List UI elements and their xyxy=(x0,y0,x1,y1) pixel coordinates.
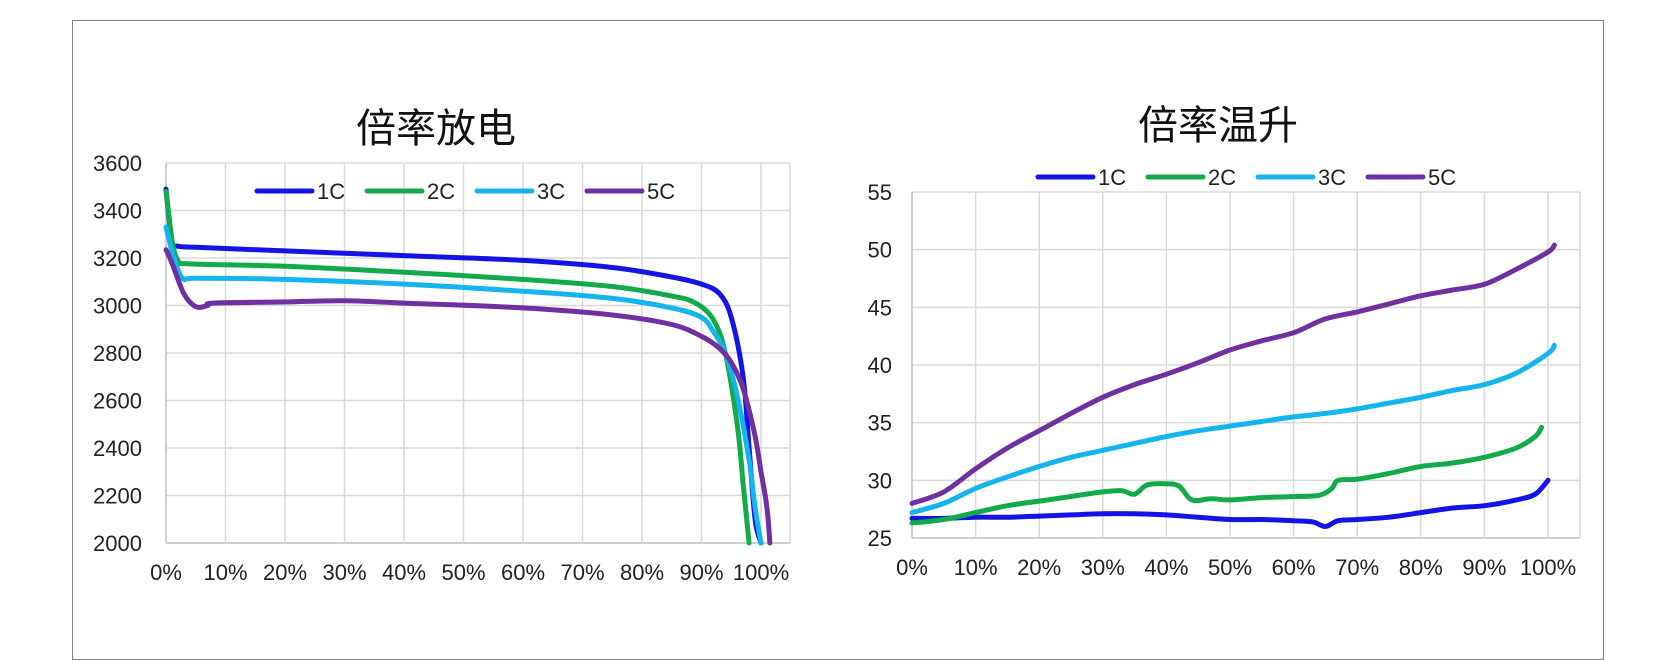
legend-label-2c: 2C xyxy=(427,179,455,204)
temperature-chart: 倍率温升 25 30 35 40 45 50 55 0% 10% 20% 30% 40% 50% 60% 7… xyxy=(868,103,1581,580)
y-tick-label: 2000 xyxy=(93,531,142,556)
y-tick-label: 3600 xyxy=(93,151,142,176)
y-tick-label: 50 xyxy=(868,238,892,263)
series-line-3c xyxy=(163,224,764,546)
y-tick-label: 30 xyxy=(868,468,892,493)
temperature-chart-title: 倍率温升 xyxy=(1138,103,1298,149)
series-line-5c xyxy=(909,242,1557,506)
x-tick-label: 20% xyxy=(263,560,307,585)
x-tick-label: 90% xyxy=(679,560,723,585)
x-tick-label: 10% xyxy=(203,560,247,585)
legend-label-2c: 2C xyxy=(1208,165,1236,190)
y-tick-label: 35 xyxy=(868,411,892,436)
x-tick-label: 60% xyxy=(501,560,545,585)
x-tick-label: 100% xyxy=(733,560,789,585)
y-tick-label: 25 xyxy=(868,526,892,551)
y-tick-label: 3000 xyxy=(93,294,142,319)
x-tick-label: 70% xyxy=(1335,555,1379,580)
x-tick-label: 90% xyxy=(1462,555,1506,580)
legend-label-1c: 1C xyxy=(1098,165,1126,190)
y-tick-label: 3400 xyxy=(93,199,142,224)
x-tick-label: 40% xyxy=(382,560,426,585)
x-tick-label: 60% xyxy=(1272,555,1316,580)
x-tick-label: 20% xyxy=(1017,555,1061,580)
legend-label-1c: 1C xyxy=(317,179,345,204)
y-tick-label: 2800 xyxy=(93,341,142,366)
y-tick-label: 40 xyxy=(868,353,892,378)
series-line-2c xyxy=(163,189,752,546)
x-tick-label: 80% xyxy=(620,560,664,585)
legend-label-5c: 5C xyxy=(647,179,675,204)
x-tick-label: 50% xyxy=(441,560,485,585)
x-tick-label: 50% xyxy=(1208,555,1252,580)
y-tick-label: 3200 xyxy=(93,246,142,271)
legend-label-3c: 3C xyxy=(537,179,565,204)
x-tick-label: 40% xyxy=(1144,555,1188,580)
series-line-1c xyxy=(909,477,1551,529)
y-tick-label: 2400 xyxy=(93,436,142,461)
y-tick-label: 45 xyxy=(868,295,892,320)
x-tick-label: 100% xyxy=(1520,555,1576,580)
x-tick-label: 30% xyxy=(1081,555,1125,580)
x-tick-label: 0% xyxy=(896,555,928,580)
discharge-chart-title: 倍率放电 xyxy=(356,106,516,152)
series-line-2c xyxy=(909,424,1545,526)
series-line-5c xyxy=(163,247,773,546)
y-tick-label: 2200 xyxy=(93,484,142,509)
x-tick-label: 10% xyxy=(954,555,998,580)
y-tick-label: 2600 xyxy=(93,389,142,414)
legend-label-3c: 3C xyxy=(1318,165,1346,190)
charts-canvas: 倍率放电 2000 2200 2400 2600 2800 3000 3200 3400 360… xyxy=(93,103,1581,585)
x-tick-label: 0% xyxy=(150,560,182,585)
discharge-chart: 倍率放电 2000 2200 2400 2600 2800 3000 3200 3400 360… xyxy=(93,106,791,585)
x-tick-label: 70% xyxy=(560,560,604,585)
series-line-3c xyxy=(909,342,1557,516)
legend-label-5c: 5C xyxy=(1428,165,1456,190)
x-tick-label: 30% xyxy=(322,560,366,585)
x-tick-label: 80% xyxy=(1399,555,1443,580)
y-tick-label: 55 xyxy=(868,180,892,205)
